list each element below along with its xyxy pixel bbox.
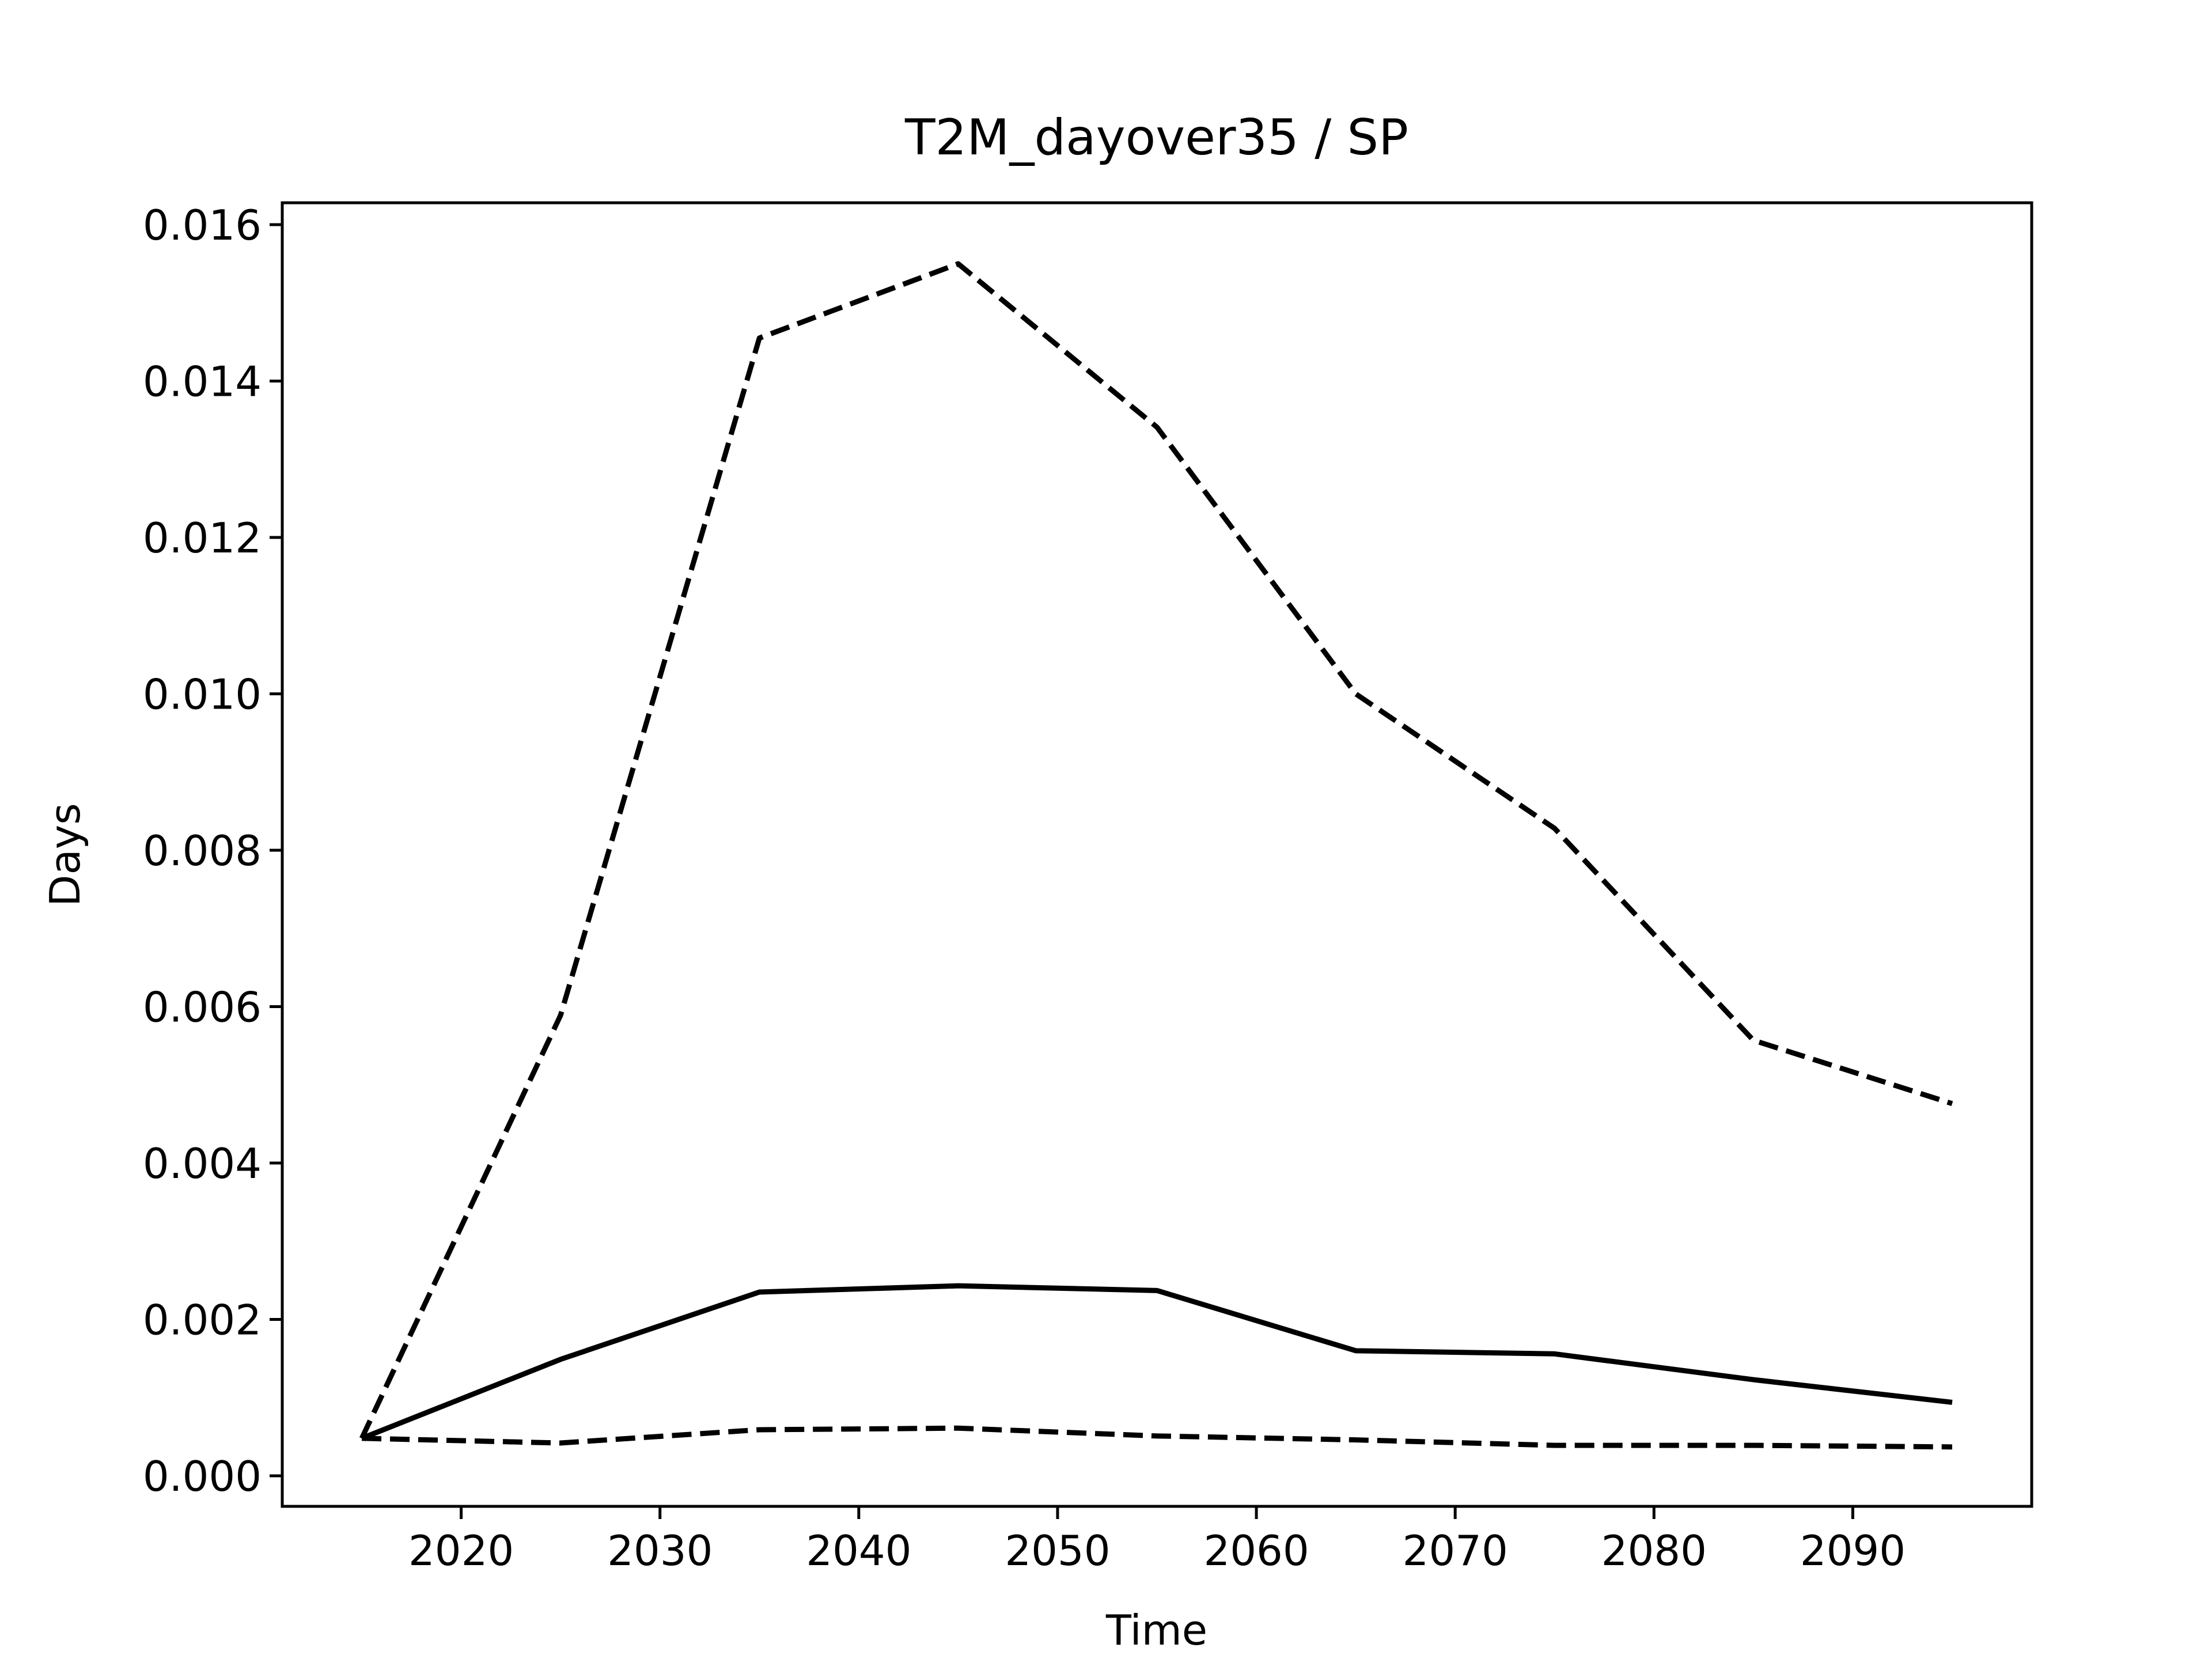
- series-line: [361, 1425, 1952, 1450]
- x-tick-label: 2060: [1203, 1527, 1309, 1575]
- y-tick-label: 0.016: [143, 201, 262, 249]
- y-tick-label: 0.000: [143, 1452, 262, 1501]
- x-tick-label: 2030: [607, 1527, 713, 1575]
- series-line: [359, 261, 1953, 1440]
- x-tick-label: 2080: [1601, 1527, 1707, 1575]
- y-tick-label: 0.002: [143, 1296, 262, 1344]
- y-tick-label: 0.010: [143, 671, 262, 719]
- x-tick-label: 2090: [1800, 1527, 1906, 1575]
- y-tick-label: 0.012: [143, 514, 262, 562]
- y-tick-label: 0.014: [143, 358, 262, 406]
- x-tick-label: 2070: [1403, 1527, 1508, 1575]
- chart-title: T2M_dayover35 / SP: [904, 109, 1408, 166]
- x-tick-label: 2020: [408, 1527, 514, 1575]
- x-tick-label: 2040: [806, 1527, 911, 1575]
- plot-frame: [281, 201, 2033, 1508]
- x-axis-label: Time: [1105, 1606, 1207, 1654]
- x-tick-label: 2050: [1005, 1527, 1110, 1575]
- y-tick-label: 0.008: [143, 827, 262, 875]
- y-tick-label: 0.006: [143, 983, 262, 1032]
- y-tick-label: 0.004: [143, 1139, 262, 1188]
- y-axis-label: Days: [41, 803, 89, 907]
- series-line: [361, 1283, 1953, 1441]
